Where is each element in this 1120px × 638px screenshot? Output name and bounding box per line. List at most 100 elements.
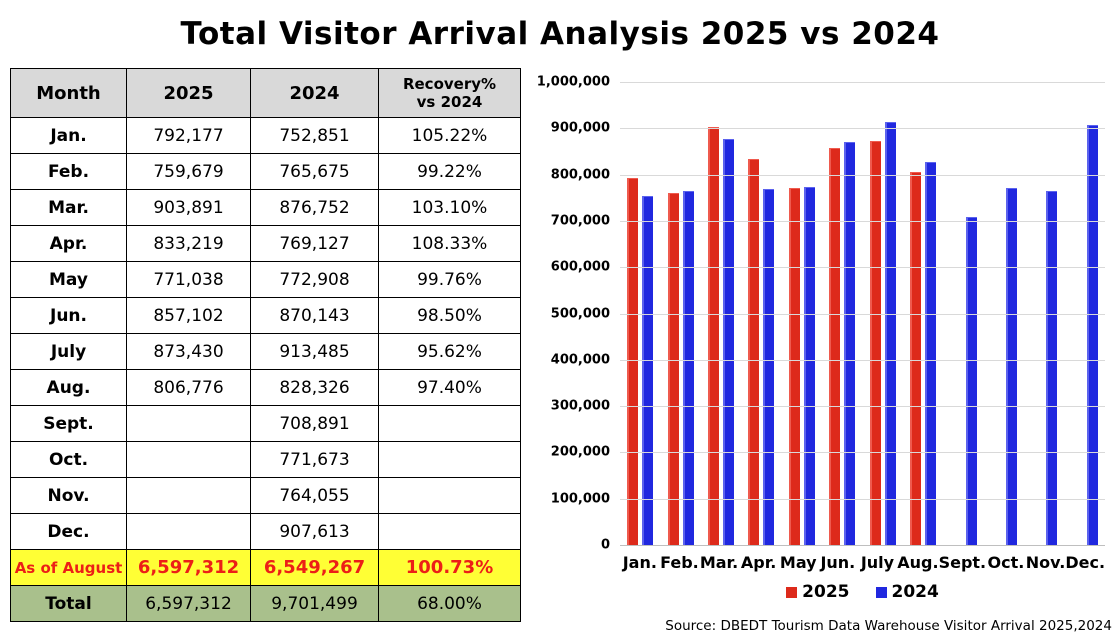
y-axis-tick-label: 1,000,000 — [536, 74, 610, 90]
bar-2024-jan — [642, 196, 654, 545]
gridline — [620, 406, 1105, 408]
source-note: Source: DBEDT Tourism Data Warehouse Vis… — [665, 618, 1112, 634]
cell-recovery: 95.62% — [378, 333, 521, 370]
bar-2025-may — [788, 188, 800, 545]
bar-2025-jun — [829, 148, 841, 545]
as-of-august-label: As of August — [10, 549, 127, 586]
table-header-row: Month 2025 2024 Recovery% vs 2024 — [10, 68, 521, 118]
bar-chart: 1,000,000 900,000 800,000 700,000 600,000 500… — [537, 70, 1110, 615]
col-header-2024: 2024 — [250, 68, 379, 118]
cell-recovery: 97.40% — [378, 369, 521, 406]
x-axis-label: Apr. — [740, 553, 777, 572]
cell-month: Feb. — [10, 153, 127, 190]
y-axis-tick-label: 400,000 — [550, 352, 610, 368]
bar-group-oct — [984, 82, 1024, 545]
y-axis-tick-label: 700,000 — [550, 213, 610, 229]
cell-recovery — [378, 513, 521, 550]
cell-recovery: 103.10% — [378, 189, 521, 226]
gridline — [620, 174, 1105, 176]
cell-y2025: 771,038 — [126, 261, 251, 298]
col-header-month: Month — [10, 68, 127, 118]
table-row: May 771,038 772,908 99.76% — [10, 261, 521, 298]
cell-month: July — [10, 333, 127, 370]
y-axis-tick-label: 500,000 — [550, 306, 610, 321]
x-axis-label: May — [779, 553, 817, 572]
table-row: Oct. 771,673 — [10, 441, 521, 478]
bar-2024-jun — [844, 142, 856, 545]
cell-month: Apr. — [10, 225, 127, 262]
y-axis-tick-label: 600,000 — [550, 259, 610, 275]
cell-y2025: 759,679 — [126, 153, 251, 190]
cell-y2025: 903,891 — [126, 189, 251, 226]
bar-2024-nov — [1046, 191, 1058, 545]
bar-2024-july — [884, 122, 896, 545]
cell-y2024: 913,485 — [250, 333, 379, 370]
cell-recovery: 98.50% — [378, 297, 521, 334]
cell-month: Aug. — [10, 369, 127, 406]
as-of-august-recovery-value: 100.73% — [378, 549, 521, 586]
cell-y2025 — [126, 405, 251, 442]
table-row: Apr. 833,219 769,127 108.33% — [10, 225, 521, 262]
legend-swatch-2024-icon — [875, 586, 887, 598]
x-axis-label: Aug. — [897, 553, 939, 572]
cell-y2025: 806,776 — [126, 369, 251, 406]
legend-item-2025: 2025 — [786, 582, 850, 602]
bar-group-aug — [903, 82, 943, 545]
bar-group-apr — [741, 82, 781, 545]
cell-y2024: 764,055 — [250, 477, 379, 514]
cell-y2025: 873,430 — [126, 333, 251, 370]
bar-2025-feb — [667, 193, 679, 545]
gridline — [620, 220, 1105, 222]
gridline — [620, 128, 1105, 130]
cell-month: Sept. — [10, 405, 127, 442]
bar-2024-oct — [1006, 187, 1017, 545]
col-header-recovery: Recovery% vs 2024 — [378, 68, 521, 118]
cell-month: Nov. — [10, 477, 127, 514]
cell-y2024: 769,127 — [250, 225, 379, 262]
cell-recovery: 99.76% — [378, 261, 521, 298]
bar-2025-mar — [708, 126, 720, 545]
legend-swatch-2025-icon — [786, 586, 798, 598]
bar-group-nov — [1024, 82, 1064, 545]
bar-group-jun — [822, 82, 862, 545]
gridline — [620, 359, 1105, 361]
cell-recovery: 99.22% — [378, 153, 521, 190]
bar-2024-sept — [965, 216, 977, 545]
col-header-2025: 2025 — [126, 68, 251, 118]
bar-2025-aug — [910, 171, 922, 545]
cell-y2025 — [126, 441, 251, 478]
cell-y2024: 828,326 — [250, 369, 379, 406]
cell-month: Oct. — [10, 441, 127, 478]
total-2025-value: 6,597,312 — [126, 585, 251, 622]
bar-group-jan — [620, 82, 660, 545]
visitor-arrival-table: Month 2025 2024 Recovery% vs 2024 Jan. 79… — [10, 68, 521, 622]
cell-month: Jan. — [10, 117, 127, 154]
bar-group-may — [782, 82, 822, 545]
table-row: Nov. 764,055 — [10, 477, 521, 514]
table-row: Sept. 708,891 — [10, 405, 521, 442]
cell-y2025 — [126, 513, 251, 550]
bar-2024-apr — [763, 188, 775, 545]
cell-month: Dec. — [10, 513, 127, 550]
cell-y2024: 708,891 — [250, 405, 379, 442]
as-of-august-2025-value: 6,597,312 — [126, 549, 251, 586]
table-row: Jan. 792,177 752,851 105.22% — [10, 117, 521, 154]
table-row: Feb. 759,679 765,675 99.22% — [10, 153, 521, 190]
cell-recovery: 108.33% — [378, 225, 521, 262]
y-axis-tick-label: 800,000 — [550, 167, 610, 183]
plot-area: 1,000,000 900,000 800,000 700,000 600,000 500… — [537, 75, 1105, 553]
total-2024-value: 9,701,499 — [250, 585, 379, 622]
bar-2024-feb — [682, 190, 694, 545]
bar-2024-aug — [925, 161, 937, 545]
bar-2025-jan — [627, 178, 639, 545]
cell-y2024: 870,143 — [250, 297, 379, 334]
x-axis-label: Dec. — [1065, 553, 1106, 572]
total-recovery-value: 68.00% — [378, 585, 521, 622]
bar-group-feb — [660, 82, 700, 545]
cell-y2025 — [126, 477, 251, 514]
legend-label-2025: 2025 — [802, 582, 850, 602]
x-axis-line — [620, 545, 1105, 546]
x-axis-label: Oct. — [987, 553, 1025, 572]
cell-y2024: 752,851 — [250, 117, 379, 154]
